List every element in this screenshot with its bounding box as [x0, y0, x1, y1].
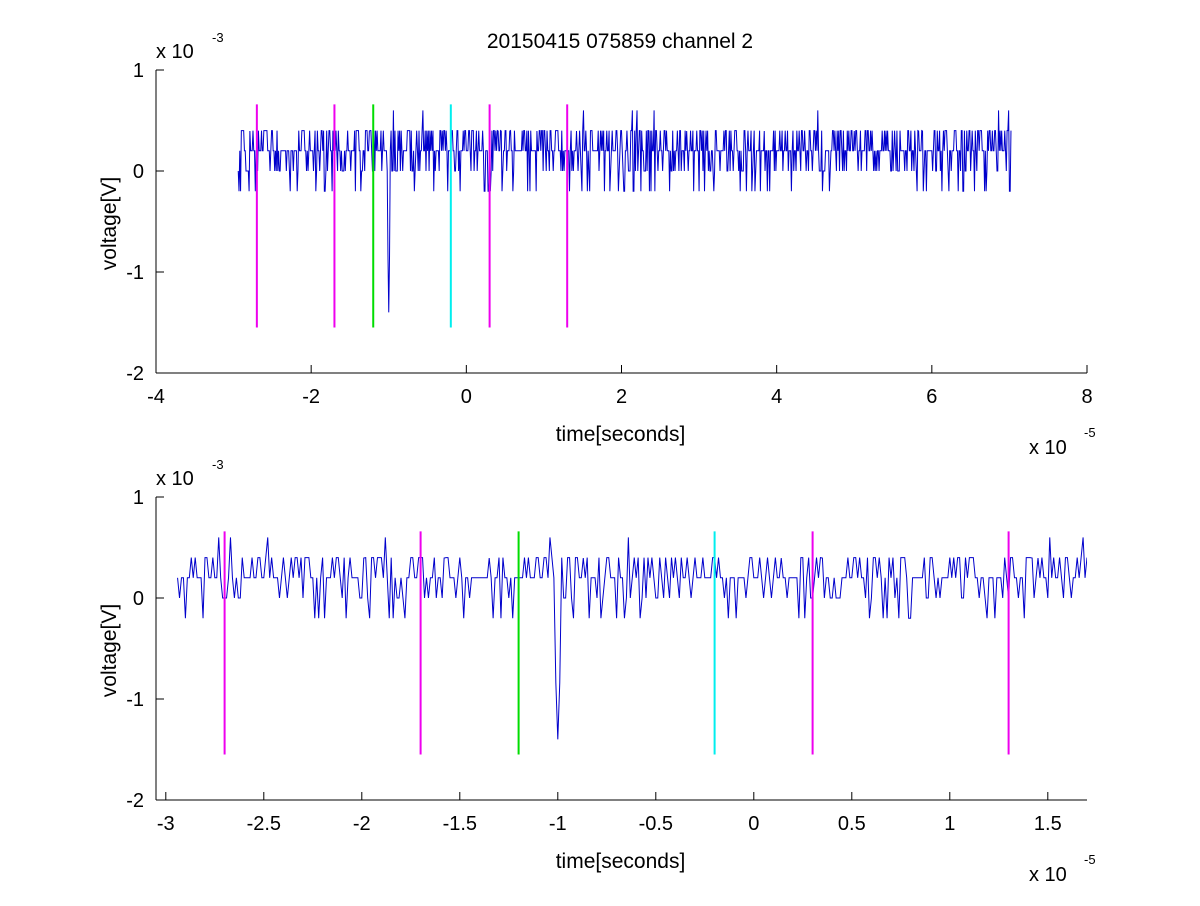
x-tick-label-bottom-4: -1 — [549, 813, 567, 835]
y-exponent-power-bottom: -3 — [212, 457, 224, 472]
x-tick-label-top-6: 8 — [1081, 386, 1092, 408]
x-exponent-power-top: -5 — [1084, 425, 1096, 440]
x-exponent-bottom: x 10 — [1029, 864, 1067, 886]
x-exponent-top: x 10 — [1029, 437, 1067, 459]
y-axis-label-bottom: voltage[V] — [98, 604, 121, 697]
x-tick-label-bottom-8: 1 — [944, 813, 955, 835]
x-exponent-power-bottom: -5 — [1084, 852, 1096, 867]
x-tick-label-bottom-1: -2.5 — [247, 813, 281, 835]
x-tick-label-top-5: 6 — [926, 386, 937, 408]
y-tick-label-top-1: -1 — [126, 262, 144, 284]
x-tick-label-bottom-3: -1.5 — [443, 813, 477, 835]
x-tick-label-bottom-5: -0.5 — [639, 813, 673, 835]
signal-line-top — [237, 110, 1012, 313]
x-tick-label-bottom-9: 1.5 — [1034, 813, 1062, 835]
y-exponent-power-top: -3 — [212, 30, 224, 45]
plot-top: -4 -2 0 2 4 6 8-2-101time[seconds]voltage[V]x … — [98, 30, 1096, 459]
y-exponent-top: x 10 — [156, 41, 194, 63]
y-tick-label-bottom-0: -2 — [126, 790, 144, 812]
y-axis-label-top: voltage[V] — [98, 177, 121, 270]
y-tick-label-bottom-2: 0 — [133, 588, 144, 610]
x-tick-label-top-3: 2 — [616, 386, 627, 408]
x-tick-label-bottom-0: -3 — [157, 813, 175, 835]
x-tick-label-top-0: -4 — [147, 386, 165, 408]
y-exponent-bottom: x 10 — [156, 468, 194, 490]
x-tick-label-bottom-7: 0.5 — [838, 813, 866, 835]
y-tick-label-top-2: 0 — [133, 161, 144, 183]
x-tick-label-top-1: -2 — [302, 386, 320, 408]
x-tick-label-top-4: 4 — [771, 386, 782, 408]
y-tick-label-top-0: -2 — [126, 363, 144, 385]
x-axis-label-bottom: time[seconds] — [556, 850, 686, 873]
plot-bottom: -3 -2.5 -2 -1.5 -1 -0.5 0 0.5 1 1.5 -2 -1 0 1 time[sec… — [98, 457, 1096, 886]
figure-title: 20150415 075859 channel 2 — [487, 30, 753, 53]
y-tick-label-bottom-3: 1 — [133, 487, 144, 509]
x-tick-label-bottom-6: 0 — [748, 813, 759, 835]
y-tick-label-top-3: 1 — [133, 60, 144, 82]
signal-line-bottom — [177, 537, 1087, 740]
x-tick-label-top-2: 0 — [461, 386, 472, 408]
y-tick-label-bottom-1: -1 — [126, 689, 144, 711]
x-axis-label-top: time[seconds] — [556, 423, 686, 446]
x-tick-label-bottom-2: -2 — [353, 813, 371, 835]
